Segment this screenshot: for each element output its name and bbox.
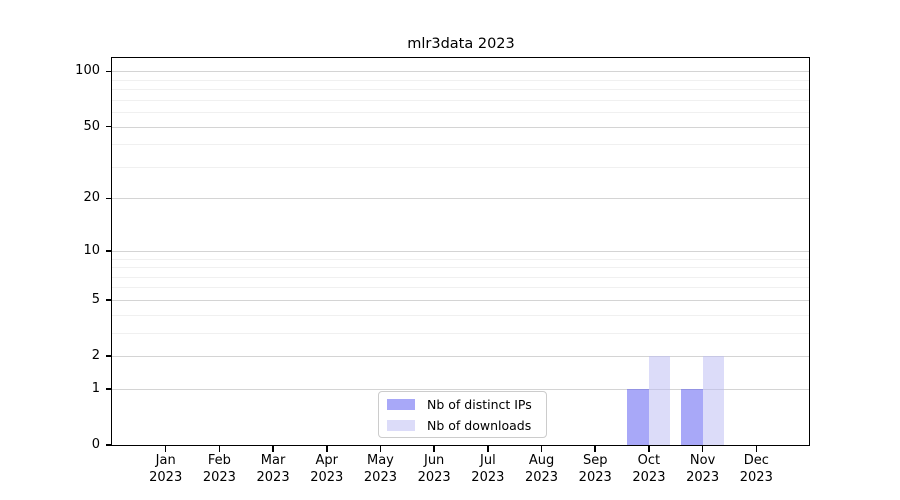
x-tick — [487, 446, 489, 452]
x-tick — [594, 446, 596, 452]
legend-label-distinct-ips: Nb of distinct IPs — [427, 396, 532, 412]
major-gridline — [112, 71, 810, 73]
major-gridline — [112, 126, 810, 128]
y-tick-label: 10 — [83, 242, 100, 258]
y-tick-label: 1 — [91, 380, 100, 396]
x-tick-month: Aug — [528, 453, 555, 468]
x-tick-label: Apr 2023 — [297, 453, 357, 486]
y-tick-label: 50 — [83, 118, 100, 134]
x-tick — [755, 446, 758, 452]
x-tick-label: Oct 2023 — [619, 453, 679, 486]
bar-nb-of-distinct-ips-nov — [681, 388, 703, 445]
x-tick-month: May — [367, 453, 394, 468]
minor-gridline — [112, 332, 810, 334]
chart-title: mlr3data 2023 — [407, 36, 515, 52]
x-tick — [540, 446, 543, 452]
x-tick-month: Feb — [207, 453, 231, 468]
legend-swatch-distinct-ips — [387, 398, 415, 410]
major-gridline — [112, 356, 810, 358]
x-tick — [272, 446, 274, 452]
y-tick — [106, 70, 112, 73]
y-tick — [106, 250, 112, 252]
x-tick-month: Jun — [423, 453, 445, 468]
y-tick-label: 0 — [91, 437, 100, 452]
legend: Nb of distinct IPs Nb of downloads — [378, 391, 547, 438]
x-tick-month: Jan — [155, 453, 176, 468]
minor-gridline — [112, 287, 810, 289]
minor-gridline — [112, 144, 810, 146]
legend-item-distinct-ips: Nb of distinct IPs — [387, 397, 538, 412]
bar-nb-of-distinct-ips-oct — [627, 388, 649, 445]
legend-swatch-downloads — [387, 419, 415, 431]
x-tick-year: 2023 — [524, 469, 559, 485]
x-tick-year: 2023 — [578, 469, 612, 485]
x-tick-label: Mar 2023 — [243, 453, 303, 486]
y-tick-label: 5 — [91, 291, 100, 307]
legend-label-downloads: Nb of downloads — [427, 417, 532, 433]
legend-item-downloads: Nb of downloads — [387, 418, 538, 433]
x-tick — [379, 446, 382, 452]
bar-nb-of-downloads-nov — [702, 356, 725, 445]
y-tick — [106, 355, 112, 357]
major-gridline — [112, 299, 810, 301]
major-gridline — [112, 388, 810, 390]
x-tick-label: Nov 2023 — [673, 453, 733, 486]
x-tick-year: 2023 — [417, 469, 451, 485]
x-tick-label: Jan 2023 — [136, 453, 196, 486]
bar-nb-of-downloads-oct — [648, 356, 671, 445]
y-tick — [106, 388, 112, 390]
x-tick-month: Dec — [743, 453, 769, 468]
x-tick — [433, 446, 435, 452]
x-tick-year: 2023 — [149, 469, 183, 485]
x-tick-label: Dec 2023 — [726, 453, 786, 486]
y-tick — [106, 444, 112, 446]
y-tick-label: 20 — [83, 190, 100, 206]
minor-gridline — [112, 99, 810, 101]
x-tick-year: 2023 — [686, 469, 720, 485]
y-tick-label: 100 — [75, 63, 100, 79]
x-tick-year: 2023 — [256, 469, 290, 485]
x-tick — [326, 446, 328, 452]
minor-gridline — [112, 112, 810, 114]
major-gridline — [112, 198, 810, 200]
x-tick-month: Nov — [689, 453, 716, 468]
minor-gridline — [112, 267, 810, 269]
x-tick-label: Jul 2023 — [458, 453, 518, 486]
minor-gridline — [112, 258, 810, 260]
minor-gridline — [112, 89, 810, 91]
minor-gridline — [112, 166, 810, 168]
minor-gridline — [112, 276, 810, 278]
x-tick — [218, 446, 221, 452]
y-tick-label: 2 — [91, 348, 100, 364]
x-tick-month: Mar — [260, 453, 286, 468]
x-tick-month: Sep — [582, 453, 608, 468]
x-tick-label: Aug 2023 — [512, 453, 572, 486]
y-tick — [106, 299, 112, 301]
x-tick-month: Apr — [315, 453, 339, 468]
x-tick-year: 2023 — [202, 469, 236, 485]
x-tick-label: Feb 2023 — [189, 453, 249, 486]
x-tick-year: 2023 — [632, 469, 666, 485]
x-tick-month: Oct — [637, 453, 661, 468]
minor-gridline — [112, 79, 810, 81]
x-tick — [164, 446, 167, 452]
x-tick-year: 2023 — [739, 469, 773, 485]
minor-gridline — [112, 314, 810, 316]
x-tick-year: 2023 — [471, 469, 505, 485]
major-gridline — [112, 250, 810, 252]
x-tick-label: May 2023 — [350, 453, 410, 486]
y-tick — [106, 197, 112, 200]
x-tick-year: 2023 — [363, 469, 397, 485]
y-tick — [106, 125, 112, 128]
x-tick — [701, 446, 704, 452]
x-tick-month: Jul — [480, 453, 496, 468]
x-tick-year: 2023 — [310, 469, 344, 485]
x-tick-label: Sep 2023 — [565, 453, 625, 486]
x-tick-label: Jun 2023 — [404, 453, 464, 486]
x-tick — [648, 446, 650, 452]
